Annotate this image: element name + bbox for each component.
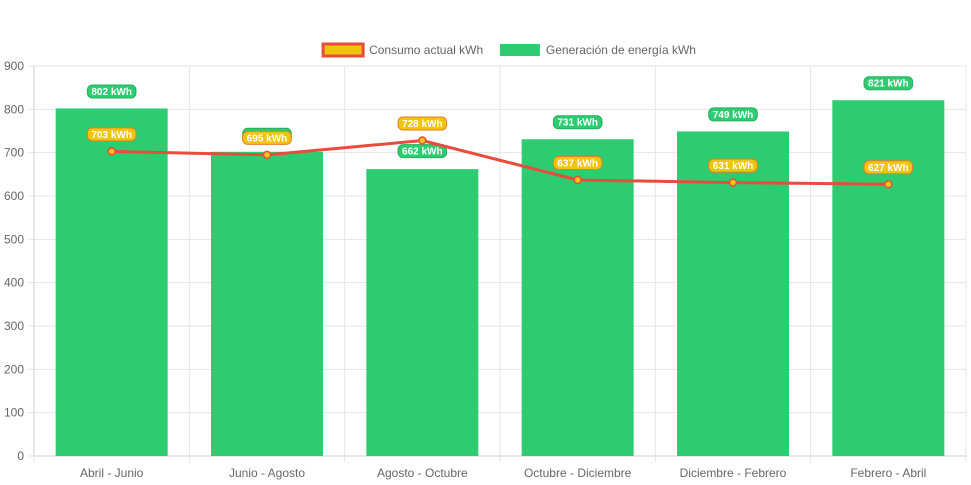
line-data-label: 637 kWh bbox=[552, 155, 603, 170]
line-point bbox=[418, 136, 427, 145]
line-point bbox=[107, 147, 116, 156]
line-data-label-text: 695 kWh bbox=[247, 133, 288, 144]
line-data-label-bg bbox=[708, 158, 758, 173]
x-tick-label: Agosto - Octubre bbox=[377, 466, 468, 480]
bar-data-label-bg bbox=[863, 76, 914, 91]
line-data-label-text: 728 kWh bbox=[402, 119, 443, 130]
bar-data-label-text: 662 kWh bbox=[402, 147, 443, 158]
bar-data-label-bg bbox=[552, 115, 603, 130]
line-data-label: 631 kWh bbox=[708, 158, 758, 173]
line-data-label-bg bbox=[552, 155, 603, 170]
bar bbox=[521, 139, 634, 456]
y-tick-label: 400 bbox=[4, 276, 24, 290]
legend-label: Consumo actual kWh bbox=[369, 43, 483, 57]
x-tick-label: Junio - Agosto bbox=[229, 466, 305, 480]
x-tick-label: Abril - Junio bbox=[80, 466, 144, 480]
y-tick-label: 500 bbox=[4, 232, 24, 246]
y-tick-label: 600 bbox=[4, 189, 24, 203]
x-tick-label: Octubre - Diciembre bbox=[524, 466, 632, 480]
bar-series bbox=[55, 100, 945, 457]
line-data-label-text: 627 kWh bbox=[868, 163, 909, 174]
line-data-label-bg bbox=[242, 130, 292, 145]
line-point bbox=[884, 180, 893, 189]
line-data-label: 728 kWh bbox=[397, 116, 448, 131]
line-data-label: 627 kWh bbox=[863, 160, 914, 175]
legend: Consumo actual kWh Generación de energía … bbox=[321, 42, 696, 58]
x-tick-label: Diciembre - Febrero bbox=[680, 466, 787, 480]
legend-swatch bbox=[321, 42, 365, 58]
bar-data-label: 802 kWh bbox=[86, 84, 137, 99]
bar-data-label: 749 kWh bbox=[708, 107, 758, 122]
bar bbox=[55, 108, 168, 456]
bar bbox=[832, 100, 945, 456]
legend-label: Generación de energía kWh bbox=[546, 43, 696, 57]
line-data-label: 695 kWh bbox=[242, 130, 292, 145]
line-point bbox=[262, 150, 272, 160]
bar-data-label: 731 kWh bbox=[552, 115, 603, 130]
bar-data-label-text: 802 kWh bbox=[91, 87, 132, 98]
bar bbox=[211, 151, 323, 457]
line-point bbox=[573, 175, 582, 185]
bar-data-label: 821 kWh bbox=[863, 76, 914, 91]
bar-data-label-text: 821 kWh bbox=[868, 79, 909, 90]
line-data-label: 703 kWh bbox=[86, 127, 137, 142]
y-tick-label: 200 bbox=[4, 362, 24, 376]
line-point bbox=[728, 178, 738, 187]
line-data-label-bg bbox=[863, 160, 914, 175]
line-data-label-bg bbox=[86, 127, 137, 142]
line-data-label-bg bbox=[397, 116, 448, 131]
bar bbox=[366, 169, 479, 456]
y-tick-label: 900 bbox=[4, 59, 24, 73]
bar-data-label-bg bbox=[86, 84, 137, 99]
bar-data-label-bg bbox=[708, 107, 758, 122]
y-tick-label: 800 bbox=[4, 102, 24, 116]
line-data-label-text: 637 kWh bbox=[557, 158, 598, 169]
line-data-label-text: 703 kWh bbox=[91, 130, 132, 141]
bar-data-label: 662 kWh bbox=[397, 144, 448, 159]
legend-swatch bbox=[499, 44, 540, 56]
line-data-label-text: 631 kWh bbox=[713, 161, 754, 172]
bar-data-label-text: 749 kWh bbox=[713, 110, 754, 121]
y-tick-label: 100 bbox=[4, 406, 24, 420]
y-tick-label: 300 bbox=[4, 319, 24, 333]
line-series bbox=[111, 139, 889, 186]
y-tick-label: 0 bbox=[17, 449, 24, 463]
bar-data-label-text: 731 kWh bbox=[557, 118, 598, 129]
y-tick-label: 700 bbox=[4, 146, 24, 160]
x-tick-label: Febrero - Abril bbox=[850, 466, 926, 480]
